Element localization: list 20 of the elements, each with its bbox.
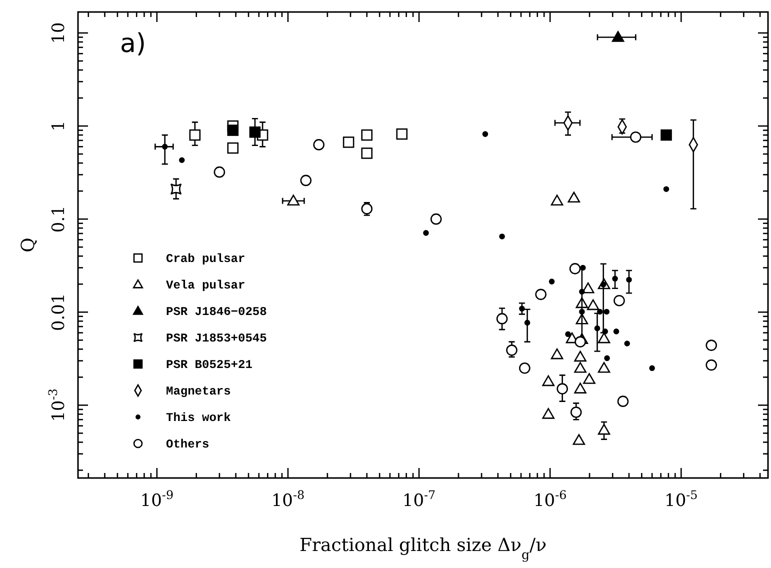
legend-label: Magnetars: [166, 384, 231, 398]
legend-label: Vela pulsar: [166, 278, 246, 292]
annotation: a): [120, 29, 146, 59]
legend-label: Others: [166, 438, 210, 452]
x-tick-label: 10$^{-9}$: [140, 488, 174, 511]
legend-label: PSR J1846−0258: [166, 305, 267, 319]
x-axis-title: Fractional glitch size Δν$_{g}$/ν: [299, 535, 547, 562]
y-tick-label: 0.01: [49, 293, 69, 332]
legend-label: This work: [166, 411, 231, 425]
x-tick-label: 10$^{-7}$: [402, 488, 436, 511]
x-tick-label: 10$^{-8}$: [271, 488, 305, 511]
legend-label: Crab pulsar: [166, 252, 246, 266]
legend-label: PSR J1853+0545: [166, 332, 267, 346]
y-tick-label: 0.1: [49, 206, 69, 233]
y-axis-title: Q: [18, 238, 39, 252]
legend-label: PSR B0525+21: [166, 358, 252, 372]
y-tick-label: 10: [49, 22, 69, 44]
y-tick-label: 1: [49, 120, 69, 132]
x-tick-label: 10$^{-6}$: [533, 488, 567, 511]
x-tick-label: 10$^{-5}$: [664, 488, 698, 511]
